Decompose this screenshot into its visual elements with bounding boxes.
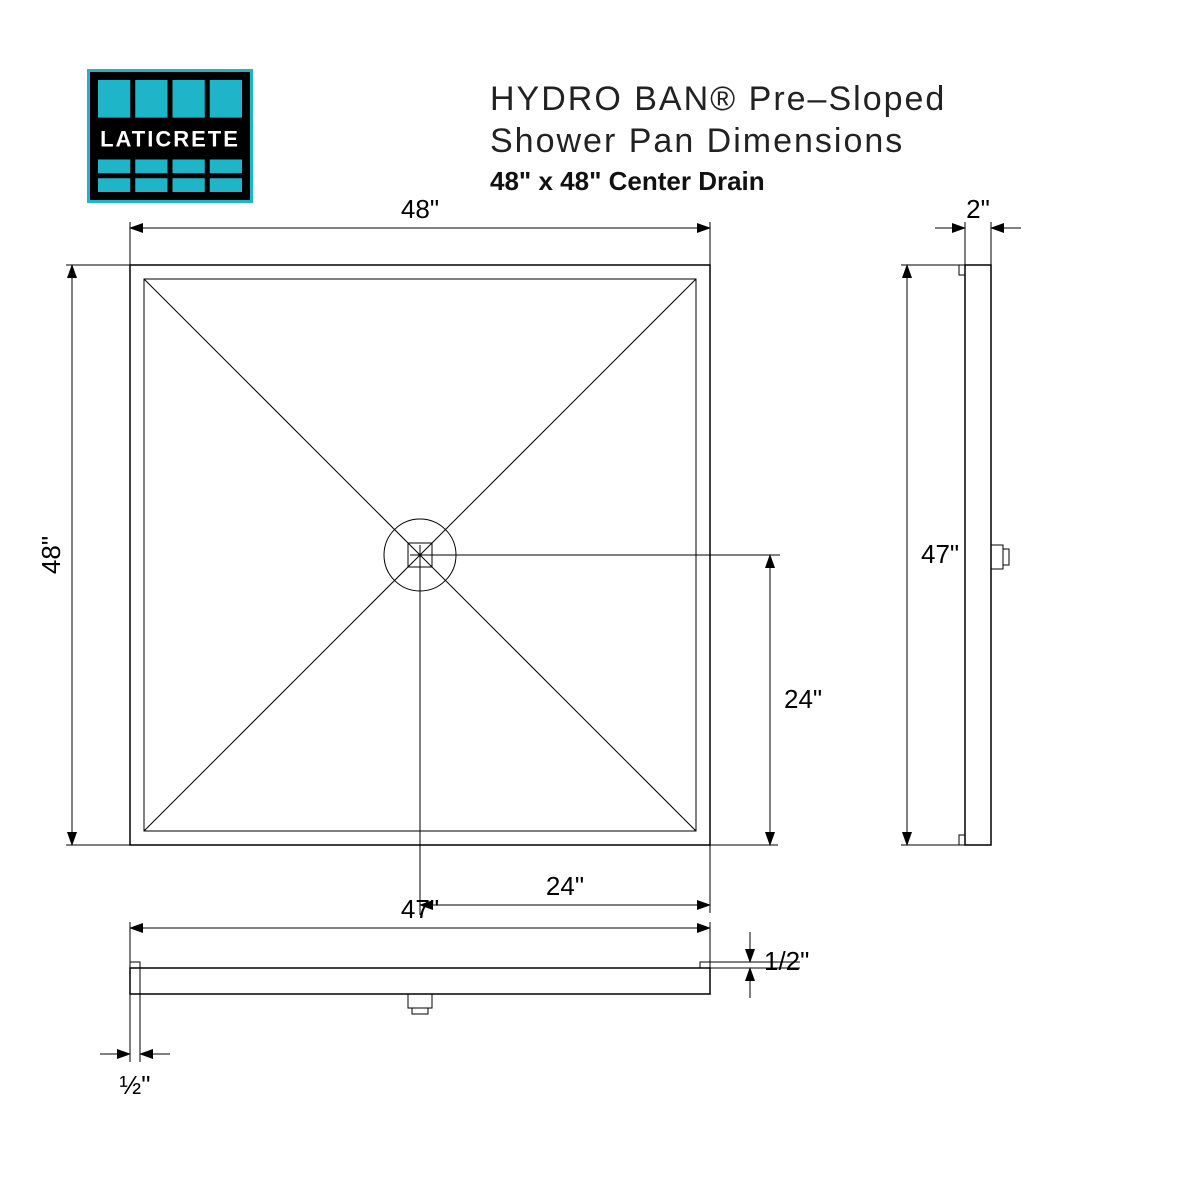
side-drain-nub <box>991 545 1003 569</box>
dim-bottom-len: 47" <box>401 894 439 924</box>
logo-text: LATICRETE <box>100 126 240 151</box>
title-line2: Shower Pan Dimensions <box>490 122 904 160</box>
side-body <box>965 265 991 845</box>
dim-top-width: 48" <box>401 194 439 224</box>
dim-side-thick: 2" <box>966 194 990 224</box>
bottom-drain-nub <box>408 994 432 1008</box>
dim-side-len: 47" <box>921 539 959 569</box>
subtitle: 48" x 48" Center Drain <box>490 166 765 196</box>
bottom-body <box>130 968 710 994</box>
dim-left-height: 48" <box>36 536 66 574</box>
dim-lip: 1/2" <box>764 946 809 976</box>
title-line1: HYDRO BAN® Pre–Sloped <box>490 80 946 118</box>
dim-half-h: 24" <box>784 684 822 714</box>
dim-half: ½" <box>120 1070 151 1100</box>
dim-half-w: 24" <box>546 871 584 901</box>
